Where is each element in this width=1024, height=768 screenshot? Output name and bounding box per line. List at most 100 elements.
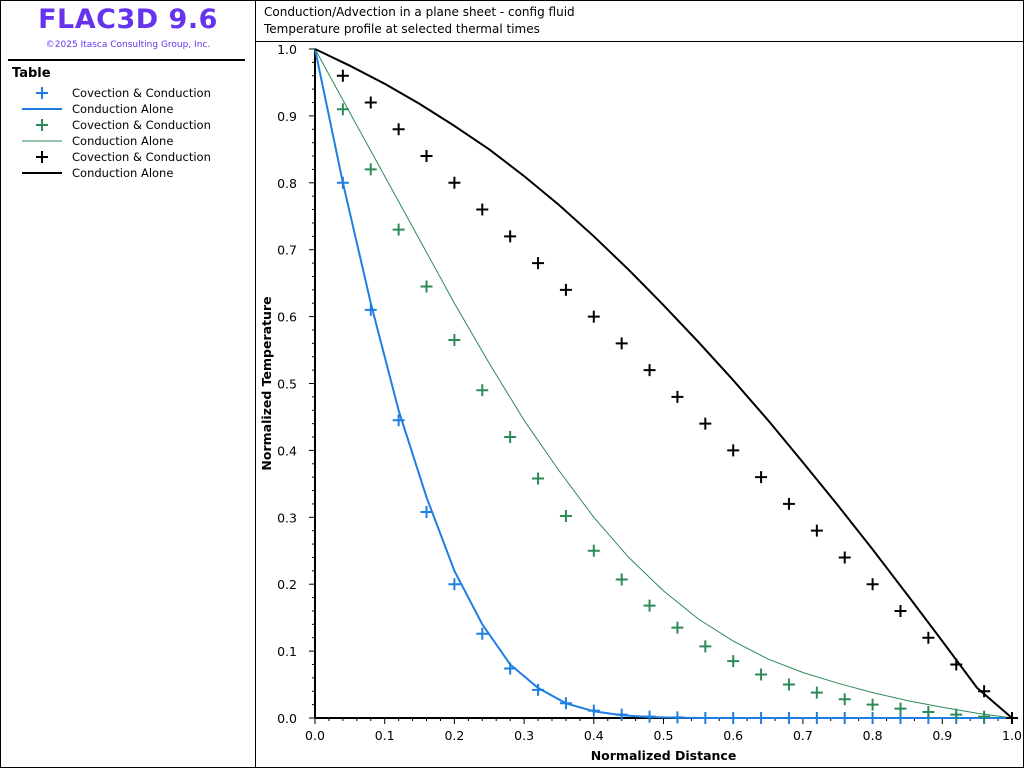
- plus-marker: [699, 640, 712, 653]
- plus-marker: [755, 471, 768, 484]
- x-tick-label: 0.1: [375, 728, 395, 743]
- plus-marker: [894, 702, 907, 715]
- series-4: [336, 69, 1018, 724]
- plot-subtitle: Temperature profile at selected thermal …: [264, 22, 540, 36]
- plot-title: Conduction/Advection in a plane sheet - …: [264, 5, 575, 19]
- y-tick-label: 0.6: [277, 310, 297, 325]
- plus-marker: [866, 698, 879, 711]
- plus-marker: [782, 678, 795, 691]
- series-2: [336, 103, 1018, 724]
- legend-label: Conduction Alone: [72, 166, 174, 180]
- copyright-text: ©2025 Itasca Consulting Group, Inc.: [45, 40, 211, 50]
- legend-item[interactable]: Conduction Alone: [0, 165, 256, 181]
- plus-marker: [727, 444, 740, 457]
- series-layer: [314, 48, 1018, 724]
- line-swatch-icon: [22, 172, 62, 174]
- plus-marker: [559, 283, 572, 296]
- y-tick-label: 1.0: [277, 42, 297, 57]
- plus-marker: [671, 390, 684, 403]
- plus-marker: [364, 163, 377, 176]
- y-tick-label: 0.7: [277, 243, 297, 258]
- plus-marker: [420, 280, 433, 293]
- plus-marker: [448, 176, 461, 189]
- plus-marker: [978, 710, 991, 723]
- x-tick-label: 0.9: [932, 728, 952, 743]
- plus-marker: [838, 693, 851, 706]
- line-swatch-icon: [22, 108, 62, 110]
- y-tick-label: 0.1: [277, 644, 297, 659]
- x-tick-label: 1.0: [1002, 728, 1022, 743]
- legend-panel: FLAC3D 9.6 ©2025 Itasca Consulting Group…: [0, 0, 256, 768]
- series-0: [336, 176, 1018, 724]
- plus-marker: [448, 334, 461, 347]
- legend-label: Covection & Conduction: [72, 118, 211, 132]
- plus-marker: [476, 203, 489, 216]
- title-divider: [8, 59, 245, 61]
- y-tick-label: 0.5: [277, 377, 297, 392]
- app-title: FLAC3D 9.6: [38, 4, 218, 35]
- x-tick-label: 0.8: [863, 728, 883, 743]
- plot-header: Conduction/Advection in a plane sheet - …: [256, 0, 1024, 42]
- legend-item[interactable]: Covection & Conduction: [0, 149, 256, 165]
- plus-marker: [476, 627, 489, 640]
- plus-marker: [810, 524, 823, 537]
- plus-marker: [559, 509, 572, 522]
- plus-marker: [532, 257, 545, 270]
- line-swatch-icon: [22, 140, 62, 142]
- y-tick-label: 0.9: [277, 109, 297, 124]
- series-3: [314, 48, 1013, 719]
- legend-label: Conduction Alone: [72, 134, 174, 148]
- plus-marker: [476, 384, 489, 397]
- plus-marker: [866, 578, 879, 591]
- legend-item[interactable]: Conduction Alone: [0, 101, 256, 117]
- plus-marker: [532, 472, 545, 485]
- plus-marker: [810, 686, 823, 699]
- plus-marker: [755, 668, 768, 681]
- plus-marker: [643, 599, 656, 612]
- plus-marker: [336, 103, 349, 116]
- plus-marker: [922, 631, 935, 644]
- legend-label: Covection & Conduction: [72, 150, 211, 164]
- x-tick-label: 0.2: [444, 728, 464, 743]
- y-tick-label: 0.0: [277, 711, 297, 726]
- legend-item[interactable]: Covection & Conduction: [0, 85, 256, 101]
- series-1: [314, 48, 1012, 719]
- plus-marker: [922, 705, 935, 718]
- plus-marker: [392, 223, 405, 236]
- chart-area[interactable]: 0.0 0.1 0.2 0.3 0.4 0.5 0.6 0.7 0.8 0.9 1.0 0.0 0.1 0…: [257, 42, 1023, 766]
- series-line: [314, 48, 1013, 719]
- plus-marker: [587, 544, 600, 557]
- y-tick-label: 0.8: [277, 176, 297, 191]
- plus-marker: [643, 364, 656, 377]
- plus-marker: [448, 578, 461, 591]
- plus-marker: [782, 497, 795, 510]
- plus-marker: [364, 96, 377, 109]
- x-tick-label: 0.0: [305, 728, 325, 743]
- plus-marker: [420, 505, 433, 518]
- legend-title: Table: [12, 66, 51, 81]
- x-tick-label: 0.3: [514, 728, 534, 743]
- y-tick-label: 0.2: [277, 577, 297, 592]
- x-axis-title: Normalized Distance: [591, 748, 737, 763]
- plus-marker: [420, 150, 433, 163]
- axes: 0.0 0.1 0.2 0.3 0.4 0.5 0.6 0.7 0.8 0.9 1.0 0.0 0.1 0…: [277, 42, 1022, 743]
- x-tick-label: 0.4: [584, 728, 604, 743]
- legend-label: Conduction Alone: [72, 102, 174, 116]
- legend-item[interactable]: Conduction Alone: [0, 133, 256, 149]
- plus-marker: [699, 417, 712, 430]
- plus-marker: [671, 621, 684, 634]
- legend-item[interactable]: Covection & Conduction: [0, 117, 256, 133]
- y-tick-label: 0.4: [277, 443, 297, 458]
- plus-marker: [838, 551, 851, 564]
- plus-marker: [894, 604, 907, 617]
- plus-marker: [336, 69, 349, 82]
- legend-label: Covection & Conduction: [72, 86, 211, 100]
- plus-marker: [504, 431, 517, 444]
- series-line: [314, 48, 1013, 719]
- x-tick-label: 0.5: [654, 728, 674, 743]
- plus-marker: [504, 230, 517, 243]
- y-axis-title: Normalized Temperature: [259, 296, 274, 470]
- plus-marker-icon: [36, 151, 48, 163]
- plus-marker-icon: [36, 87, 48, 99]
- plus-marker: [615, 573, 628, 586]
